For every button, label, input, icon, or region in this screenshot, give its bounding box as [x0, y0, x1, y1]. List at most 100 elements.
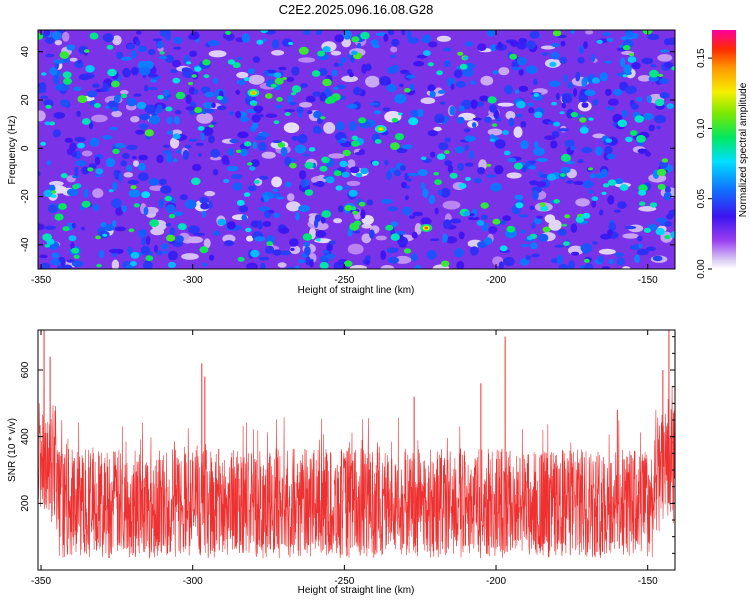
heatmap-cell [235, 111, 242, 119]
heatmap-cell [304, 189, 314, 196]
heatmap-cell [426, 249, 437, 260]
heatmap-cell [45, 36, 55, 44]
heatmap-cell [322, 46, 331, 53]
colorbar-gradient [712, 30, 736, 269]
heatmap-cell [383, 33, 389, 42]
heatmap-cell [344, 185, 350, 190]
heatmap-cell [563, 74, 568, 83]
heatmap-cell [641, 57, 654, 65]
heatmap-cell [106, 44, 114, 50]
heatmap-cell [634, 254, 640, 264]
heatmap-cell [361, 223, 372, 229]
heatmap-cell [518, 85, 529, 92]
heatmap-cell [120, 160, 127, 167]
heatmap-cell [165, 153, 173, 164]
heatmap-cell [503, 256, 515, 267]
heatmap-cell [85, 65, 95, 73]
heatmap-cell [631, 62, 641, 70]
heatmap-cell [147, 49, 156, 56]
heatmap-cell [336, 139, 347, 144]
heatmap-cell [353, 220, 362, 226]
heatmap-cell [525, 40, 536, 50]
heatmap-cell [187, 225, 200, 234]
heatmap-cell [391, 117, 399, 123]
heatmap-cell [604, 145, 613, 155]
heatmap-cell [253, 105, 264, 113]
heatmap-cell [204, 190, 216, 197]
heatmap-cell [120, 56, 133, 61]
heatmap-cell [559, 56, 567, 64]
heatmap-cell [623, 45, 631, 51]
heatmap-cell [528, 107, 535, 114]
heatmap-cell [128, 228, 135, 233]
heatmap-cell [491, 123, 498, 127]
heatmap-cell [401, 181, 407, 189]
heatmap-cell [591, 77, 601, 84]
heatmap-cell [239, 116, 249, 123]
heatmap-cell [399, 244, 407, 248]
heatmap-cell [67, 188, 79, 197]
heatmap-cell [254, 236, 266, 242]
heatmap-cell [575, 216, 585, 223]
heatmap-cell [457, 162, 464, 171]
heatmap-cell [165, 204, 176, 213]
heatmap-cell [533, 141, 539, 149]
heatmap-cell [40, 95, 49, 99]
heatmap-cell [312, 127, 323, 134]
heatmap-cell [58, 203, 67, 210]
heatmap-cell [636, 97, 643, 102]
heatmap-cell [438, 142, 449, 151]
heatmap-cell [66, 259, 75, 263]
heatmap-cell [591, 200, 597, 208]
heatmap-cell [457, 51, 464, 56]
heatmap-cell [64, 137, 74, 143]
heatmap-cell [147, 86, 158, 91]
heatmap-cell [395, 231, 406, 235]
heatmap-cell [531, 222, 536, 230]
heatmap-cell [203, 74, 210, 79]
heatmap-cell [518, 69, 524, 76]
heatmap-cell [283, 122, 300, 133]
chart-title: C2E2.2025.096.16.08.G28 [279, 2, 434, 17]
heatmap-cell [92, 204, 100, 212]
heatmap-cell [490, 44, 497, 52]
heatmap-cell [121, 205, 127, 213]
heatmap-cell [212, 77, 218, 85]
heatmap-cell [613, 209, 621, 213]
heatmap-cell [74, 166, 79, 177]
heatmap-cell [212, 230, 221, 236]
heatmap-cell [411, 231, 418, 239]
heatmap-cell [467, 216, 480, 221]
heatmap-cell [578, 45, 584, 54]
heatmap-cell [623, 64, 632, 74]
heatmap-cell [473, 178, 482, 184]
heatmap-cell [406, 30, 412, 40]
heatmap-cell [116, 51, 124, 60]
x-tick-label: -200 [486, 275, 506, 286]
heatmap-cell [390, 54, 396, 59]
heatmap-cell [430, 238, 440, 242]
heatmap-cell [268, 209, 275, 214]
heatmap-cell [156, 40, 164, 49]
heatmap-cell [335, 185, 343, 191]
heatmap-cell [81, 226, 85, 231]
heatmap-cell [505, 111, 516, 120]
heatmap-cell [581, 102, 589, 108]
heatmap-cell [637, 235, 643, 242]
y-tick-label: 20 [20, 94, 31, 106]
heatmap-cell [175, 235, 184, 243]
heatmap-cell [291, 66, 300, 76]
heatmap-cell [294, 144, 306, 154]
heatmap-cell [663, 191, 672, 201]
heatmap-cell [169, 227, 176, 237]
heatmap-cell [120, 93, 128, 99]
heatmap-cell [315, 222, 329, 231]
heatmap-cell [270, 83, 277, 88]
heatmap-cell [191, 163, 202, 172]
heatmap-cell [577, 57, 585, 64]
heatmap-cell [208, 50, 227, 58]
heatmap-cell [130, 116, 140, 123]
heatmap-cell [109, 126, 118, 131]
heatmap-cell [77, 95, 88, 103]
heatmap-cell [533, 78, 538, 86]
